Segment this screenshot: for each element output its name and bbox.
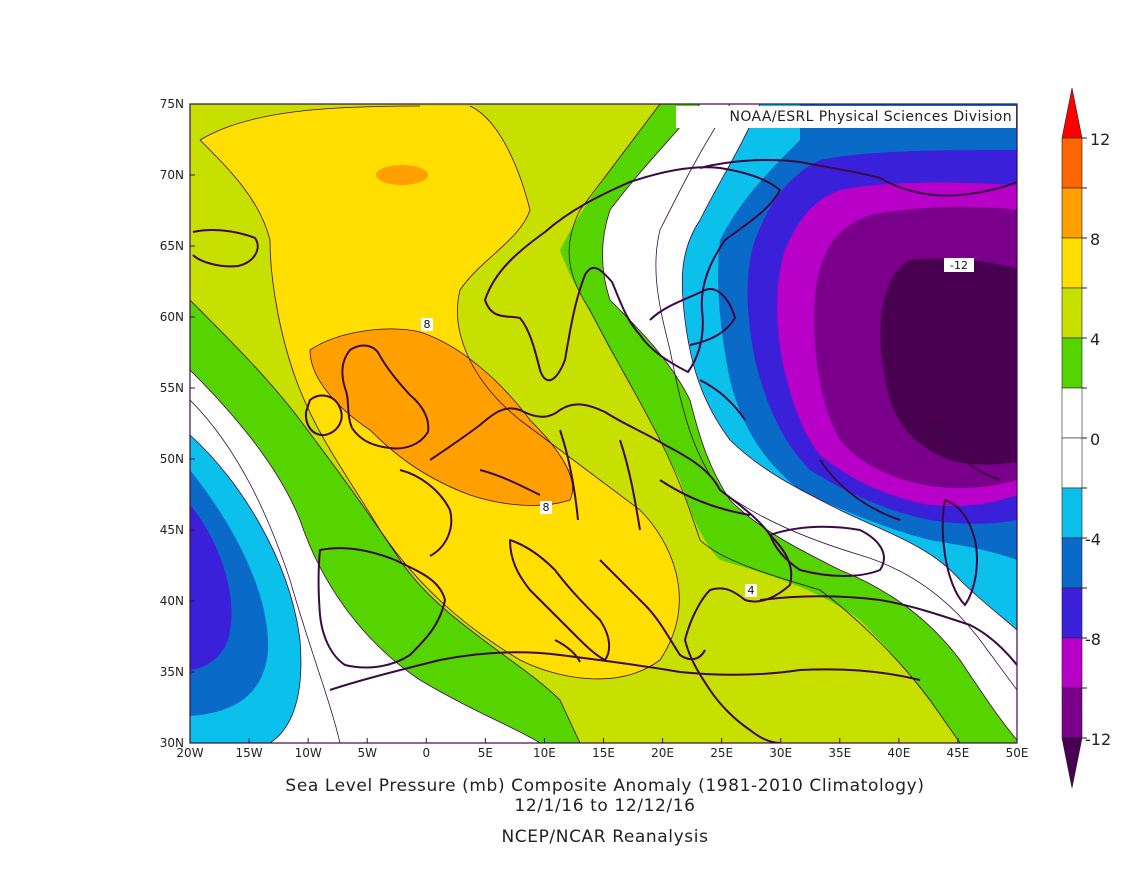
colorbar-label-minus12: -12 [1085, 730, 1111, 749]
colorbar-label-0: 0 [1090, 430, 1100, 449]
colorbar-arrow-top [1061, 87, 1083, 139]
colorbar-cell [1061, 537, 1083, 589]
x-tick-label: 10E [533, 746, 556, 760]
x-tick-label: 30E [769, 746, 792, 760]
contour-labels: 8 8 4 -12 [421, 258, 974, 597]
field-darkpurple-core [880, 258, 1017, 465]
colorbar-cell [1061, 237, 1083, 289]
y-tick-label: 40N [160, 594, 184, 608]
y-tick-label: 55N [160, 381, 184, 395]
x-tick-label: 25E [710, 746, 733, 760]
colorbar-cell [1061, 637, 1083, 689]
contour-label: 4 [745, 584, 757, 597]
y-axis-ticks: 75N 70N 65N 60N 55N 50N 45N 40N 35N 30N [160, 97, 195, 750]
svg-text:4: 4 [748, 584, 755, 597]
x-tick-label: 40E [887, 746, 910, 760]
colorbar-label-8: 8 [1090, 230, 1100, 249]
field-orange-uk [310, 329, 573, 506]
colorbar-label-minus4: -4 [1085, 530, 1101, 549]
colorbar-arrow-bottom [1061, 737, 1083, 789]
coastlines [192, 159, 1017, 743]
x-axis-ticks: 20W 15W 10W 5W 0 5E 10E 15E 20E 25E 30E 35E 40E 45E 50… [176, 738, 1028, 760]
svg-text:8: 8 [424, 318, 431, 331]
x-tick-label: 50E [1006, 746, 1029, 760]
y-tick-label: 30N [160, 736, 184, 750]
date-range: 12/1/16 to 12/12/16 [514, 796, 696, 816]
y-tick-label: 35N [160, 665, 184, 679]
colorbar-cell [1061, 337, 1083, 389]
x-tick-label: 15W [236, 746, 263, 760]
colorbar-cell [1061, 687, 1083, 739]
y-tick-label: 60N [160, 310, 184, 324]
colorbar: 12 8 4 0 -4 -8 -12 [1061, 87, 1111, 789]
colorbar-cells [1061, 137, 1087, 739]
y-tick-label: 65N [160, 239, 184, 253]
y-tick-label: 70N [160, 168, 184, 182]
colorbar-cell [1061, 487, 1083, 539]
x-tick-label: 45E [946, 746, 969, 760]
data-source: NCEP/NCAR Reanalysis [501, 827, 709, 847]
svg-text:-12: -12 [950, 259, 968, 272]
contour-label: 8 [421, 318, 433, 331]
field-indigo-west [190, 505, 232, 670]
colorbar-label-minus8: -8 [1085, 630, 1101, 649]
x-tick-label: 35E [828, 746, 851, 760]
y-tick-label: 45N [160, 523, 184, 537]
field-orange-norwegian-sea [376, 165, 428, 185]
x-tick-label: 5E [478, 746, 493, 760]
y-tick-label: 75N [160, 97, 184, 111]
x-tick-label: 20E [651, 746, 674, 760]
x-tick-label: 0 [422, 746, 430, 760]
x-tick-label: 20W [176, 746, 203, 760]
x-tick-label: 5W [357, 746, 377, 760]
colorbar-cell [1061, 137, 1083, 189]
x-tick-label: 15E [592, 746, 615, 760]
colorbar-cell [1061, 437, 1083, 489]
credit-label: NOAA/ESRL Physical Sciences Division [676, 106, 1016, 128]
x-tick-label: 10W [295, 746, 322, 760]
colorbar-cell [1061, 287, 1083, 339]
svg-text:8: 8 [543, 501, 550, 514]
colorbar-label-4: 4 [1090, 330, 1100, 349]
colorbar-label-12: 12 [1090, 130, 1110, 149]
y-tick-label: 50N [160, 452, 184, 466]
contour-label: 8 [540, 501, 552, 514]
map-title: Sea Level Pressure (mb) Composite Anomal… [285, 776, 925, 796]
colorbar-cell [1061, 587, 1083, 639]
colorbar-cell [1061, 387, 1083, 439]
colorbar-cell [1061, 187, 1083, 239]
contour-label: -12 [944, 258, 974, 272]
filled-contours [190, 104, 1017, 743]
